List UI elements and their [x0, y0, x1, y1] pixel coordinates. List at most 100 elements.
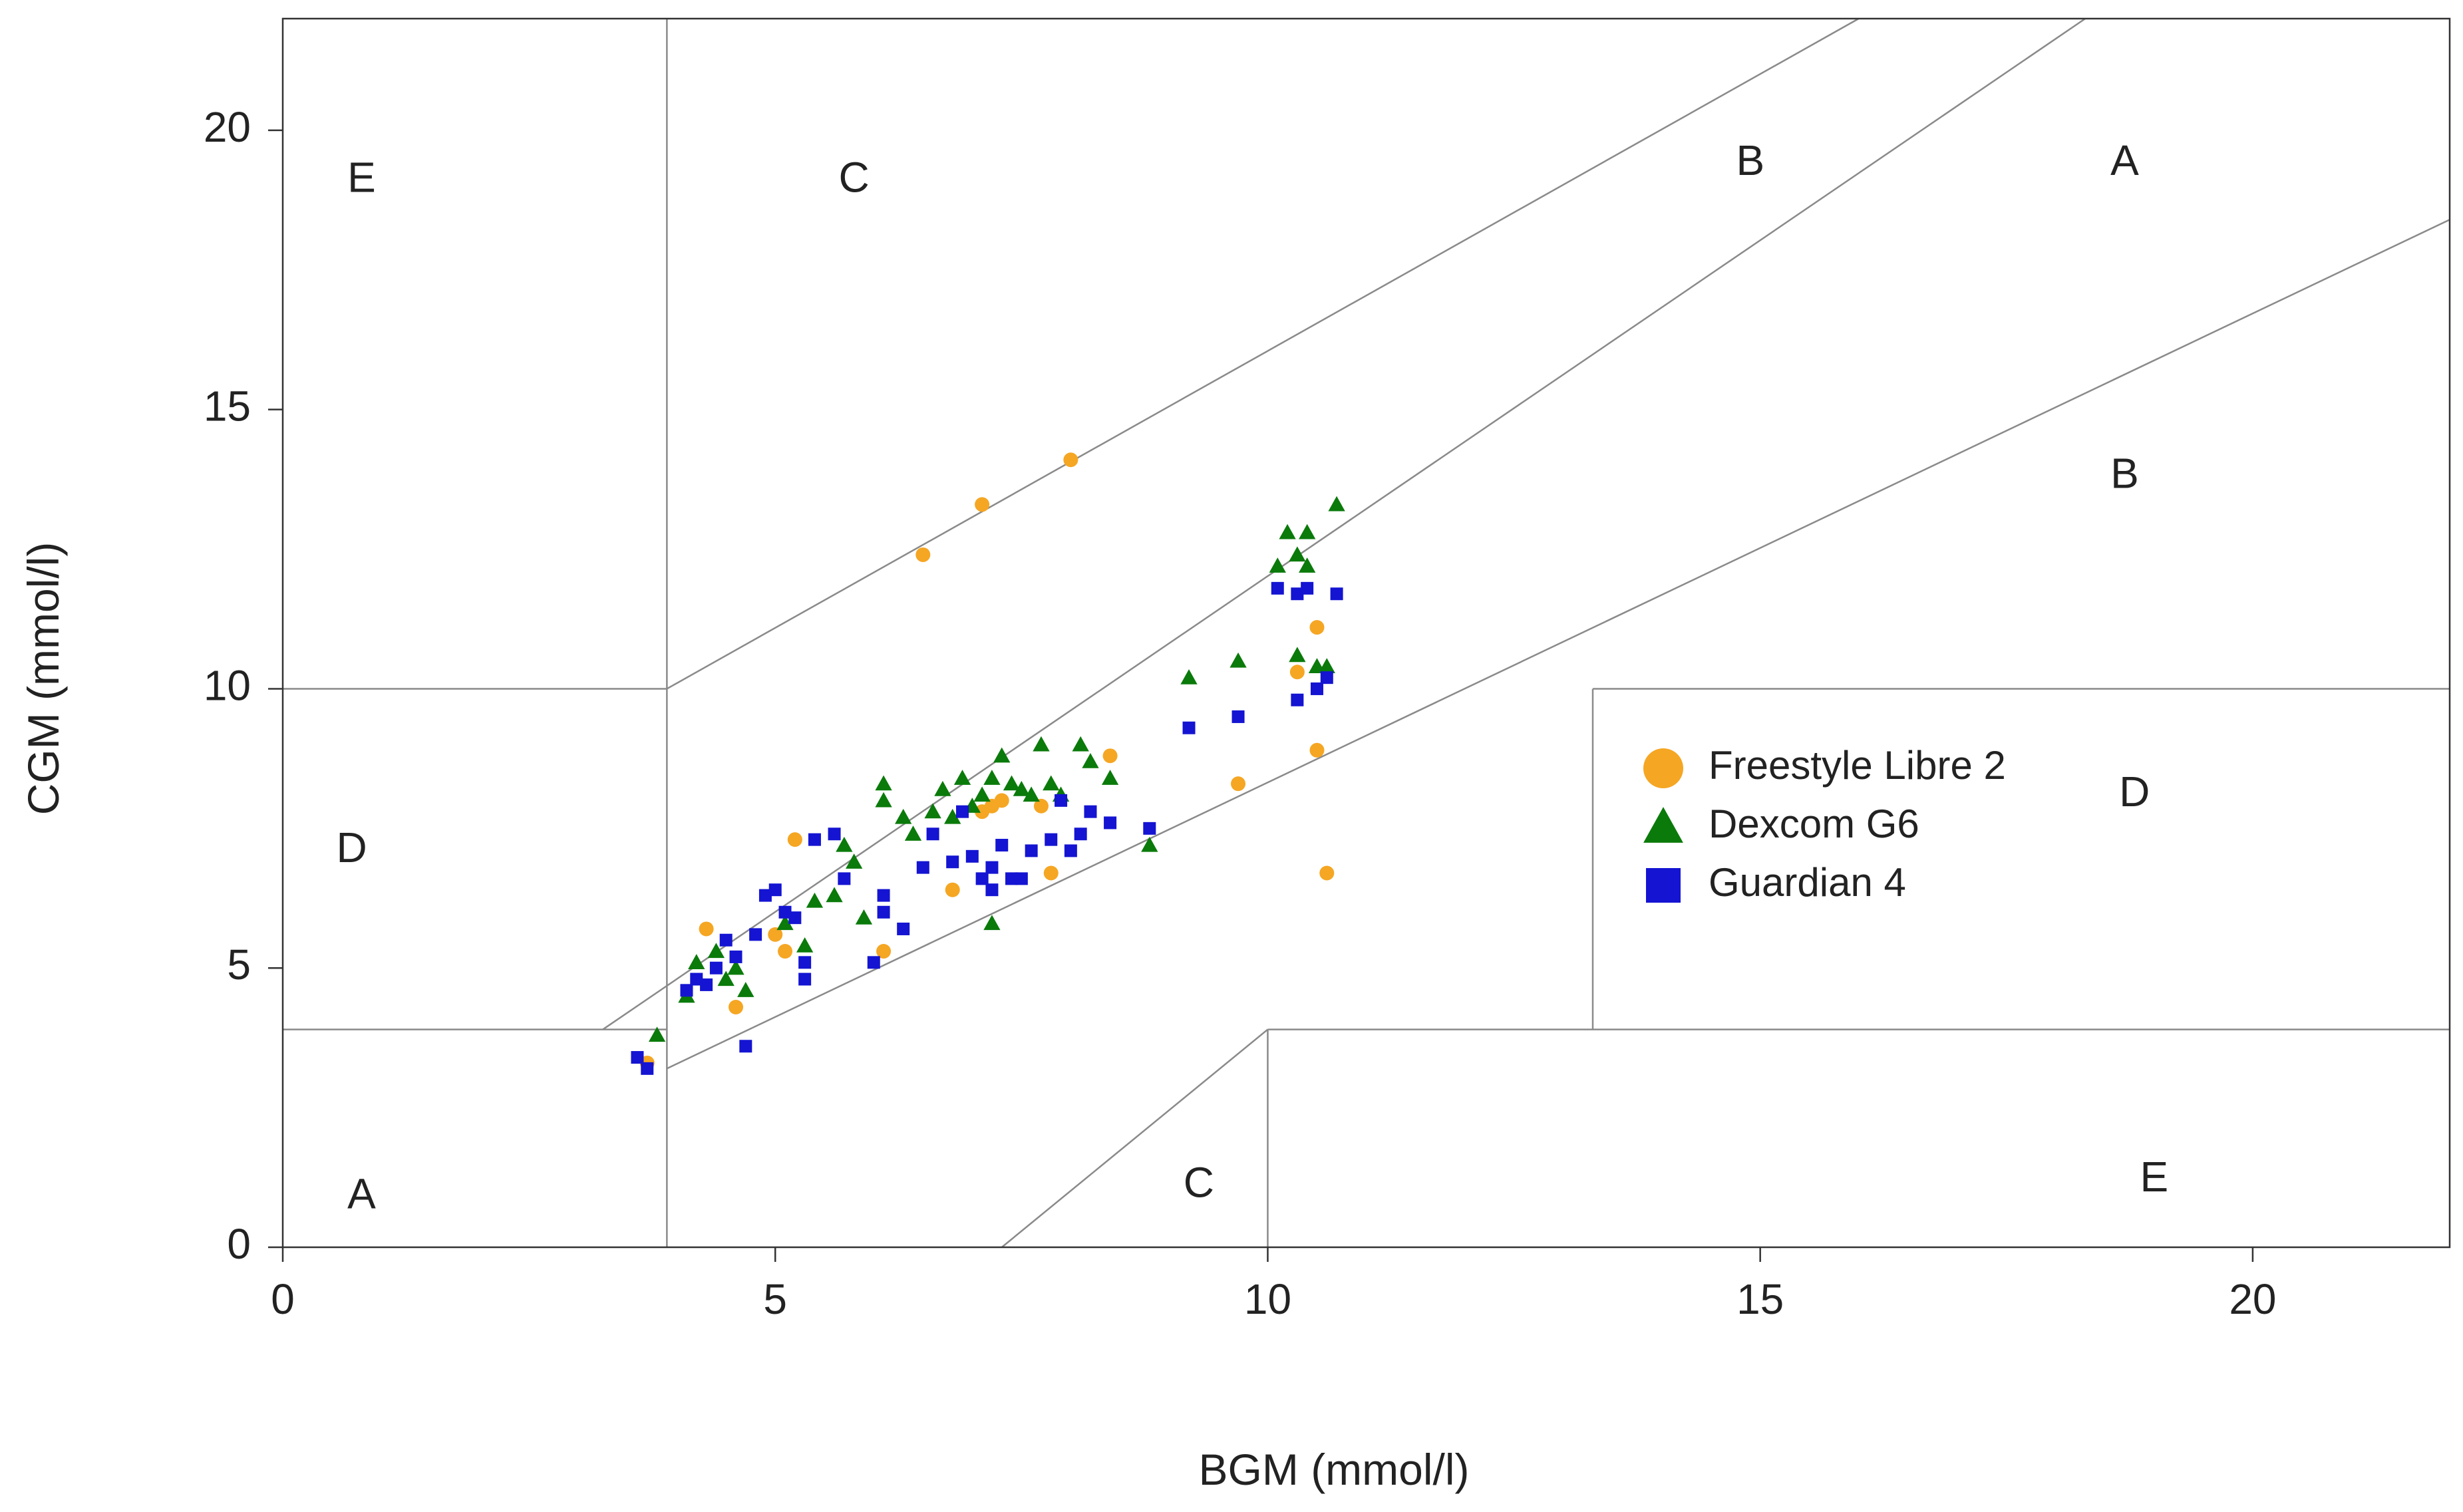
point-guardian-4-13 — [788, 911, 802, 925]
point-freestyle-libre-2-19 — [1309, 742, 1325, 758]
point-dexcom-g6-47 — [648, 1026, 666, 1042]
point-freestyle-libre-2-9 — [945, 882, 960, 897]
point-dexcom-g6-24 — [993, 747, 1011, 763]
zone-label-d-5: D — [337, 824, 367, 871]
point-guardian-4-36 — [1055, 794, 1068, 807]
point-dexcom-g6-39 — [1279, 524, 1296, 539]
point-dexcom-g6-33 — [1101, 770, 1119, 785]
point-dexcom-g6-4 — [737, 982, 754, 997]
y-axis-title: CGM (mmol/l) — [19, 542, 68, 816]
point-guardian-4-12 — [778, 905, 792, 919]
point-guardian-4-46 — [1301, 581, 1314, 595]
point-dexcom-g6-14 — [875, 792, 892, 808]
point-dexcom-g6-23 — [983, 770, 1001, 785]
y-tick-label-0: 0 — [227, 1220, 251, 1268]
point-dexcom-g6-9 — [826, 887, 843, 903]
zone-labels: E C B A B D D A C E — [337, 136, 2169, 1217]
point-dexcom-g6-15 — [895, 808, 912, 824]
point-dexcom-g6-29 — [1043, 775, 1060, 791]
x-tick-label-20: 20 — [2229, 1275, 2276, 1323]
point-freestyle-libre-2-12 — [994, 793, 1009, 808]
x-tick-label-5: 5 — [763, 1275, 787, 1323]
point-guardian-4-0 — [631, 1051, 644, 1064]
zone-label-c-1: C — [839, 153, 870, 201]
point-freestyle-libre-2-6 — [787, 832, 802, 847]
point-freestyle-libre-2-20 — [1319, 865, 1335, 881]
zone-line-upper-c — [666, 17, 1860, 690]
point-dexcom-g6-31 — [1072, 736, 1089, 752]
point-dexcom-g6-6 — [776, 915, 794, 931]
point-freestyle-libre-2-2 — [1063, 452, 1078, 468]
point-guardian-4-49 — [1310, 682, 1323, 695]
point-dexcom-g6-22 — [973, 786, 991, 802]
point-dexcom-g6-16 — [904, 826, 922, 841]
zone-label-e-0: E — [347, 153, 376, 201]
point-guardian-4-35 — [1045, 833, 1058, 846]
point-guardian-4-48 — [1291, 693, 1304, 706]
y-axis-ticks: 0 5 10 15 20 — [204, 103, 283, 1268]
point-freestyle-libre-2-7 — [778, 944, 793, 959]
point-guardian-4-5 — [709, 961, 723, 975]
point-guardian-4-22 — [897, 922, 910, 935]
zone-label-e-9: E — [2140, 1153, 2169, 1201]
x-axis-ticks: 0 5 10 15 20 — [271, 1247, 2277, 1323]
point-dexcom-g6-34 — [1141, 836, 1158, 852]
point-guardian-4-10 — [758, 889, 772, 902]
legend-marker-guardian-4 — [1646, 868, 1681, 903]
point-dexcom-g6-42 — [1299, 557, 1316, 573]
legend-label-freestyle-libre-2: Freestyle Libre 2 — [1709, 743, 2006, 788]
point-guardian-4-11 — [768, 883, 782, 897]
point-dexcom-g6-3 — [727, 959, 744, 975]
legend-label-guardian-4: Guardian 4 — [1709, 860, 1906, 905]
point-freestyle-libre-2-14 — [1043, 865, 1059, 881]
y-tick-label-20: 20 — [204, 103, 251, 151]
point-guardian-4-30 — [985, 883, 999, 897]
point-guardian-4-3 — [690, 973, 703, 986]
point-dexcom-g6-13 — [875, 775, 892, 791]
point-dexcom-g6-36 — [1180, 669, 1198, 684]
point-guardian-4-34 — [1025, 844, 1038, 857]
point-guardian-4-18 — [838, 872, 851, 885]
point-freestyle-libre-2-18 — [1309, 620, 1325, 635]
point-guardian-4-33 — [1015, 872, 1028, 885]
point-dexcom-g6-32 — [1082, 752, 1099, 768]
zone-label-b-4: B — [2110, 449, 2139, 497]
point-freestyle-libre-2-1 — [975, 497, 990, 512]
point-guardian-4-2 — [680, 984, 693, 997]
y-tick-label-15: 15 — [204, 382, 251, 430]
point-guardian-4-1 — [641, 1062, 654, 1075]
point-freestyle-libre-2-17 — [1289, 665, 1305, 680]
zone-label-b-2: B — [1736, 136, 1765, 184]
point-guardian-4-4 — [700, 978, 713, 991]
data-points — [631, 452, 1345, 1075]
zone-label-d-6: D — [2119, 768, 2150, 816]
x-tick-label-0: 0 — [271, 1275, 295, 1323]
point-guardian-4-9 — [749, 928, 762, 941]
point-guardian-4-16 — [808, 833, 821, 846]
point-dexcom-g6-7 — [796, 937, 814, 953]
point-guardian-4-25 — [946, 855, 959, 869]
legend: Freestyle Libre 2 Dexcom G6 Guardian 4 — [1643, 743, 2006, 905]
x-axis-title: BGM (mmol/l) — [1199, 1445, 1470, 1494]
point-guardian-4-41 — [1143, 822, 1156, 835]
point-guardian-4-32 — [1005, 872, 1019, 885]
point-dexcom-g6-18 — [934, 780, 951, 796]
point-dexcom-g6-19 — [944, 808, 961, 824]
point-dexcom-g6-44 — [1289, 647, 1306, 663]
legend-marker-freestyle-libre-2 — [1643, 748, 1683, 788]
point-dexcom-g6-27 — [1023, 786, 1040, 802]
point-guardian-4-20 — [877, 889, 890, 902]
point-dexcom-g6-40 — [1289, 546, 1306, 562]
zone-label-a-3: A — [2110, 136, 2139, 184]
point-guardian-4-7 — [729, 950, 742, 963]
point-dexcom-g6-38 — [1269, 557, 1286, 573]
point-guardian-4-17 — [828, 828, 841, 841]
point-guardian-4-45 — [1291, 587, 1304, 601]
point-guardian-4-47 — [1330, 587, 1343, 601]
point-dexcom-g6-11 — [846, 853, 863, 869]
point-guardian-4-19 — [867, 956, 880, 969]
point-guardian-4-27 — [965, 849, 979, 863]
point-dexcom-g6-26 — [1013, 780, 1030, 796]
point-dexcom-g6-8 — [806, 892, 824, 908]
